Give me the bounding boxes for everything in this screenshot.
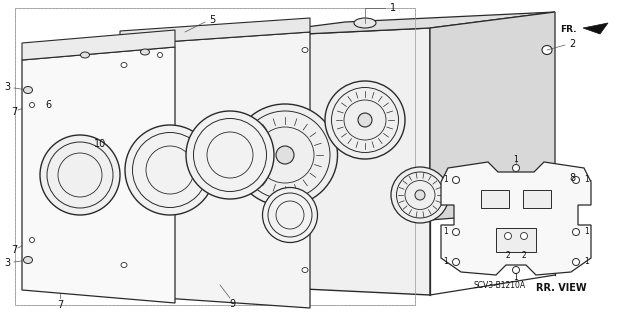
Ellipse shape [29,238,35,242]
Ellipse shape [415,190,425,200]
Text: 3: 3 [4,258,10,268]
Bar [523,190,551,208]
Polygon shape [220,12,555,38]
Bar [481,190,509,208]
Text: 10: 10 [94,139,106,149]
Polygon shape [220,28,430,295]
Text: 1: 1 [444,175,448,184]
Bar [496,228,536,252]
Ellipse shape [513,165,520,172]
Ellipse shape [391,167,449,223]
Ellipse shape [29,102,35,108]
Ellipse shape [325,81,405,159]
Polygon shape [583,23,608,34]
Ellipse shape [452,176,460,183]
Text: 9: 9 [229,299,235,309]
Ellipse shape [40,135,120,215]
Ellipse shape [452,258,460,265]
Ellipse shape [513,266,520,273]
Ellipse shape [520,233,527,240]
Text: 6: 6 [45,100,51,110]
Text: 7: 7 [11,107,17,117]
Text: 5: 5 [209,15,215,25]
Ellipse shape [302,268,308,272]
Bar [548,195,558,209]
Ellipse shape [354,18,376,28]
Text: 7: 7 [11,245,17,255]
Ellipse shape [542,181,552,189]
Text: 2: 2 [569,39,575,49]
Text: 1: 1 [584,257,589,266]
Ellipse shape [452,228,460,235]
Text: 3: 3 [4,82,10,92]
Text: 1: 1 [444,257,448,266]
Ellipse shape [262,188,317,242]
Ellipse shape [573,176,579,183]
Polygon shape [120,32,310,308]
Polygon shape [441,162,591,275]
Ellipse shape [573,228,579,235]
Bar [15,8,415,305]
Polygon shape [22,47,175,303]
Ellipse shape [125,125,215,215]
Ellipse shape [276,146,294,164]
Text: 1: 1 [390,3,396,13]
Text: 1: 1 [444,227,448,236]
Text: 1: 1 [584,227,589,236]
Ellipse shape [573,258,579,265]
Ellipse shape [504,233,511,240]
Polygon shape [430,12,555,220]
Ellipse shape [232,104,337,206]
Ellipse shape [24,86,33,93]
Text: 1: 1 [514,273,518,283]
Ellipse shape [121,63,127,68]
Text: 1: 1 [584,175,589,184]
Ellipse shape [302,48,308,53]
Text: 8: 8 [569,173,575,183]
Ellipse shape [358,113,372,127]
Polygon shape [22,30,175,60]
Text: 1: 1 [514,155,518,165]
Text: FR.: FR. [561,26,577,34]
Ellipse shape [186,111,274,199]
Ellipse shape [141,49,150,55]
Text: 7: 7 [57,300,63,310]
Text: 2: 2 [522,251,526,261]
Polygon shape [120,18,310,45]
Ellipse shape [157,53,163,57]
Ellipse shape [542,46,552,55]
Ellipse shape [24,256,33,263]
Text: RR. VIEW: RR. VIEW [536,283,587,293]
Text: SCV3-B1210A: SCV3-B1210A [474,280,526,290]
Ellipse shape [121,263,127,268]
Text: 2: 2 [506,251,510,261]
Ellipse shape [81,52,90,58]
